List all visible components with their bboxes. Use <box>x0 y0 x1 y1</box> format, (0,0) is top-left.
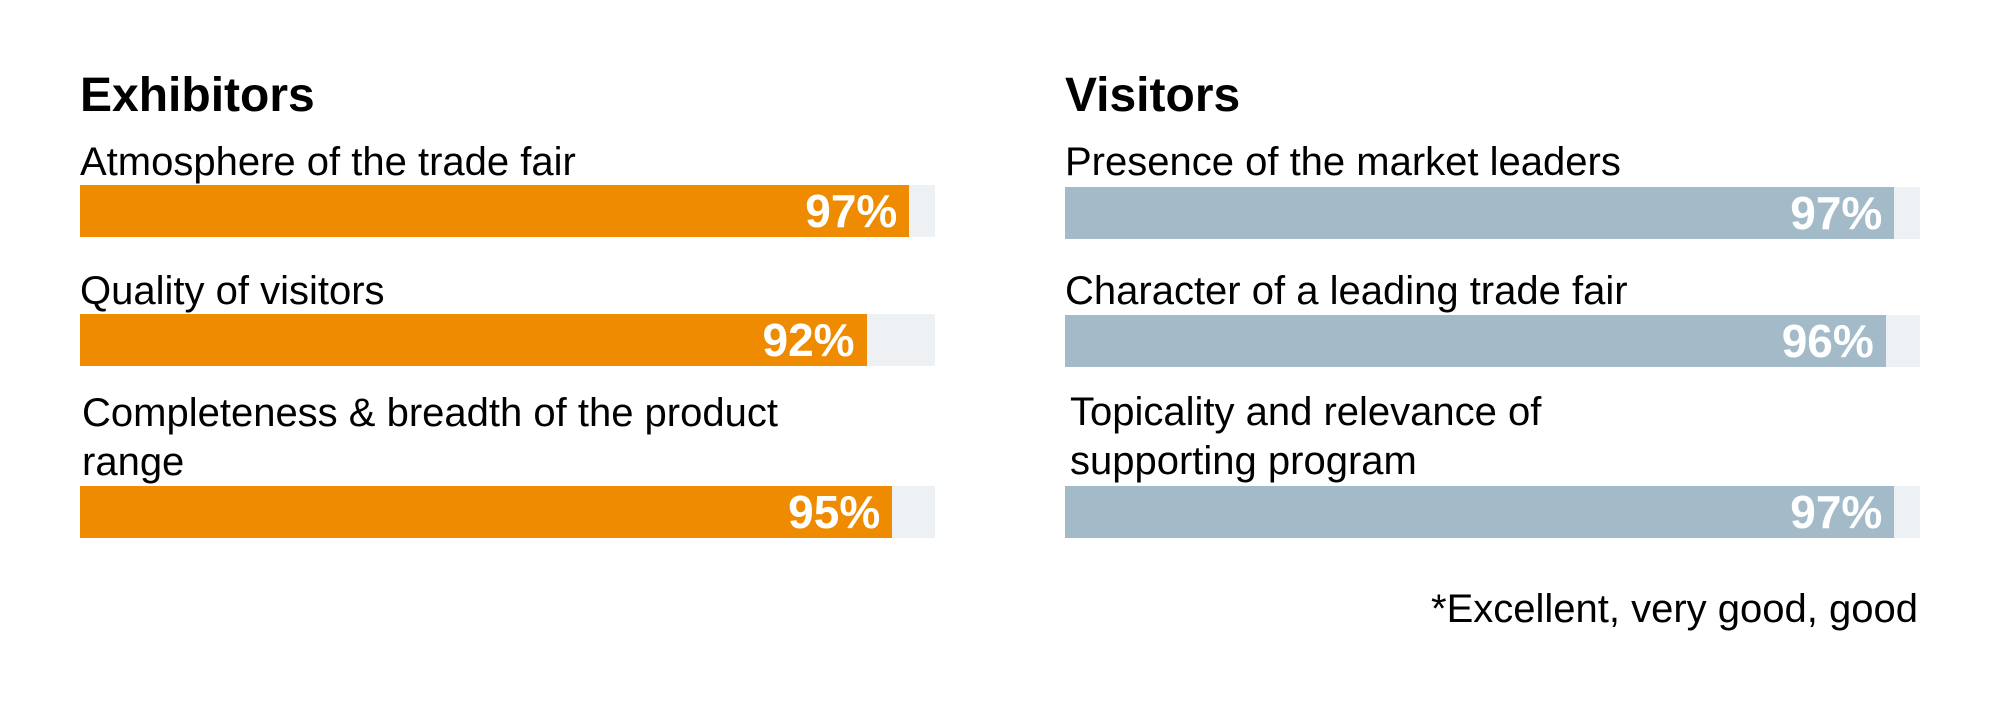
bar-value-label: 97% <box>805 185 898 237</box>
bar-label: Completeness & breadth of the product ra… <box>82 391 778 484</box>
bar: 97% <box>1065 486 1895 538</box>
bar: 92% <box>80 314 867 366</box>
bar-label: Character of a leading trade fair <box>1065 269 1628 313</box>
visitors-title: Visitors <box>1065 69 1241 122</box>
bar-value-label: 95% <box>788 486 881 538</box>
bar-value-label: 92% <box>762 314 855 366</box>
visitors-panel: Visitors Presence of the market leaders … <box>1065 0 1920 600</box>
bar-label: Topicality and relevance of supporting p… <box>1070 390 1542 483</box>
bar: 96% <box>1065 315 1886 367</box>
bar-track: 95% <box>80 486 935 538</box>
exhibitors-title: Exhibitors <box>80 69 315 122</box>
exhibitors-panel: Exhibitors Atmosphere of the trade fair … <box>80 0 935 600</box>
bar-track: 97% <box>1065 187 1920 239</box>
bar-value-label: 96% <box>1781 315 1874 367</box>
bar: 97% <box>80 185 910 237</box>
bar-value-label: 97% <box>1790 486 1883 538</box>
bar-track: 97% <box>80 185 935 237</box>
bar-track: 92% <box>80 314 935 366</box>
bar-track: 96% <box>1065 315 1920 367</box>
bar-label: Atmosphere of the trade fair <box>80 140 576 184</box>
bar-track: 97% <box>1065 486 1920 538</box>
bar-value-label: 97% <box>1790 187 1883 239</box>
bar: 95% <box>80 486 893 538</box>
bar-label: Quality of visitors <box>80 269 385 313</box>
footnote: *Excellent, very good, good <box>1431 587 1918 631</box>
bar-label: Presence of the market leaders <box>1065 140 1621 184</box>
bar: 97% <box>1065 187 1895 239</box>
